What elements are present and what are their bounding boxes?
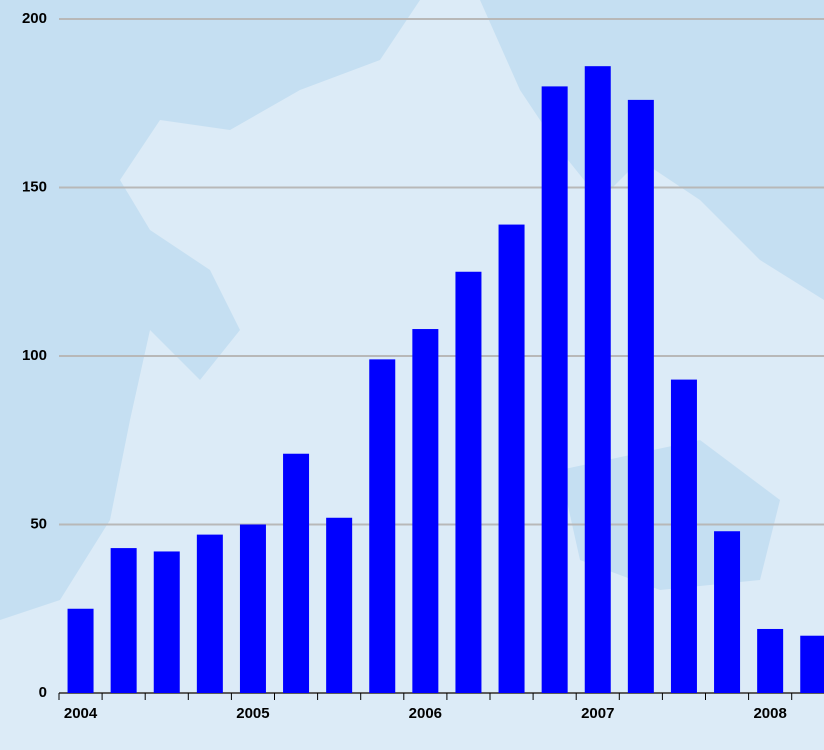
x-tick-label: 2006 [409,705,442,722]
bar [283,453,310,693]
bar [670,379,697,693]
bar [498,224,525,693]
bar [196,534,223,693]
bar [412,329,439,693]
x-tick-label: 2005 [236,705,269,722]
bar [541,86,568,693]
bar [67,608,94,693]
bar [239,524,266,693]
bar [757,628,784,693]
y-tick-label: 100 [22,347,47,364]
bar [110,548,137,693]
x-tick-label: 2004 [64,705,98,722]
y-tick-label: 150 [22,178,47,195]
y-tick-label: 0 [39,684,47,701]
bar [584,66,611,694]
map-shape [0,0,420,620]
y-tick-label: 50 [30,515,47,532]
x-tick-label: 2007 [581,705,614,722]
bar [714,531,741,693]
bar [800,635,824,693]
bar [153,551,180,693]
x-tick-label: 2008 [753,705,786,722]
bar [369,359,396,693]
bar [455,271,482,693]
bar [326,517,353,693]
y-tick-label: 200 [22,10,47,27]
bar [627,99,654,693]
